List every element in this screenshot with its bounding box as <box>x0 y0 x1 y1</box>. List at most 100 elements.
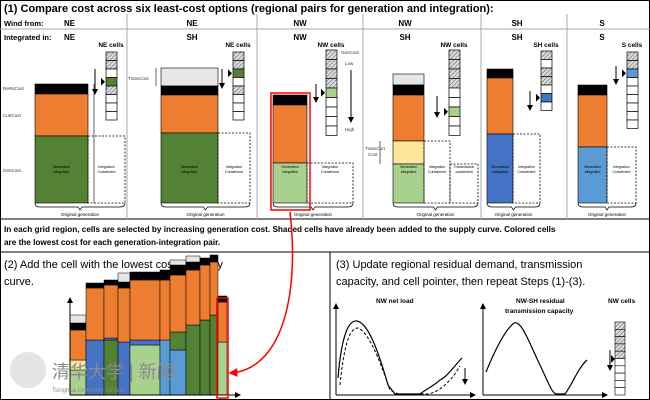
curtailment-label: Integration <box>518 165 535 169</box>
generation-integrated-label-2: integrated <box>585 170 601 174</box>
cells-label: NE cells <box>98 42 124 49</box>
cost-segment-o <box>486 77 514 135</box>
supply-curve-segment-o <box>129 279 161 341</box>
pending-cell <box>614 372 626 381</box>
generation-integrated-label: Generation <box>53 165 70 169</box>
supply-curve-segment-k <box>199 257 211 266</box>
pending-cell <box>540 59 553 69</box>
added-cell <box>626 60 639 70</box>
added-cell <box>232 51 245 61</box>
added-cell <box>540 67 553 77</box>
added-cell <box>614 336 626 345</box>
cost-segment-lb <box>577 146 608 204</box>
curtailment-label-2: Curtailment <box>225 170 243 174</box>
pending-cell <box>626 102 639 112</box>
cell-pointer-icon <box>321 88 325 97</box>
cost-segment-k <box>392 84 425 96</box>
pending-cell <box>325 116 338 127</box>
supply-curve-segment-k <box>85 282 105 289</box>
pending-cell <box>626 77 639 87</box>
watermark-sub: Tsinghua University NEWS <box>52 388 124 394</box>
pending-cell <box>540 101 553 111</box>
supply-curve-segment-o <box>199 264 211 321</box>
cell-pointer-icon <box>101 77 105 86</box>
generation-integrated-label-2: integrated <box>492 170 508 174</box>
supply-curve-segment-o <box>159 279 171 341</box>
step2-title-2: curve. <box>4 276 34 288</box>
pending-cell <box>626 94 639 104</box>
pending-cell <box>626 119 639 129</box>
cost-segment-o <box>577 94 608 148</box>
supply-curve-segment-g <box>199 319 211 396</box>
wind-from-region: S <box>599 19 605 28</box>
curtailment-label: Integration <box>429 165 446 169</box>
lowest-cost-cell <box>325 87 338 98</box>
integrated-in-region: SH <box>399 33 410 42</box>
supply-curve-segment-o <box>69 329 87 361</box>
generation-integrated-label-2: integrated <box>401 170 417 174</box>
lowest-cost-cell <box>540 93 553 103</box>
wind-from-region: SH <box>511 19 522 28</box>
cost-segment-o <box>392 94 425 142</box>
cells-label: S cells <box>622 42 643 49</box>
curtailment-box <box>449 163 479 204</box>
cell-pointer-icon <box>536 93 540 102</box>
rero-cost-label: ReRoCost <box>3 86 25 91</box>
cost-segment-gr <box>160 67 219 87</box>
cost-segment-g <box>160 132 219 204</box>
curtailment-box <box>606 146 637 204</box>
original-generation-brace <box>486 202 541 211</box>
original-generation-label: Original generation <box>186 212 225 217</box>
supply-curve-segment-gr <box>185 255 201 263</box>
generation-integrated-label: Generation <box>181 165 198 169</box>
supply-curve-segment-lg <box>217 341 228 396</box>
cost-segment-k <box>577 84 608 96</box>
curtailment-label: Integration <box>226 165 243 169</box>
pending-cell <box>105 94 118 104</box>
pending-cell <box>105 102 118 112</box>
cost-segment-g <box>34 135 89 204</box>
supply-curve-segment-k <box>217 295 228 303</box>
cost-segment-k <box>34 83 89 95</box>
supply-curve-segment-g <box>169 331 187 351</box>
added-cell <box>105 51 118 61</box>
supply-curve-segment-gr <box>117 272 131 283</box>
gencost-high-label: High <box>345 127 355 132</box>
integrated-in-region: NW <box>293 33 307 42</box>
pending-cell <box>614 365 626 374</box>
chart2-title-1: NW-SH residual <box>516 298 565 305</box>
pending-cell <box>232 77 245 87</box>
cost-segment-lg <box>272 162 308 204</box>
pending-cell <box>448 97 461 108</box>
added-cell <box>105 85 118 95</box>
curtailment-box <box>512 133 541 204</box>
cost-segment-k <box>486 68 514 79</box>
supply-curve-segment-b <box>129 339 161 346</box>
pending-cell <box>325 125 338 136</box>
cells-label: NW cells <box>440 42 467 49</box>
supply-curve-segment-b <box>103 337 119 341</box>
integrated-in-region: NE <box>64 33 76 42</box>
residual-netload-curve <box>339 327 461 395</box>
wind-from-region: NE <box>186 19 198 28</box>
original-generation-label: Original generation <box>588 212 627 217</box>
original-generation-label: Original generation <box>61 212 100 217</box>
supply-curve-segment-gr <box>69 314 87 324</box>
added-cell <box>614 328 626 337</box>
original-generation-brace <box>272 202 354 211</box>
added-cell <box>448 68 461 79</box>
caption-line-1: In each grid region, cells are selected … <box>4 225 556 234</box>
generation-integrated-label: Generation <box>584 165 601 169</box>
curtailment-box <box>306 162 354 204</box>
caption-line-2: are the lowest cost for each generation-… <box>4 238 220 247</box>
pending-cell <box>448 125 461 136</box>
watermark: 清华大学 | 新闻 Tsinghua University NEWS <box>52 362 175 394</box>
supply-curve-segment-gr <box>169 259 187 266</box>
added-cell <box>448 49 461 60</box>
chart1-title: NW net load <box>376 298 414 305</box>
supply-curve-segment-o <box>217 301 228 343</box>
supply-curve-segment-o <box>169 274 187 333</box>
curtailment-label-2: curtailment <box>455 170 472 174</box>
supply-curve-segment-g <box>185 324 201 396</box>
pending-cell <box>614 380 626 388</box>
